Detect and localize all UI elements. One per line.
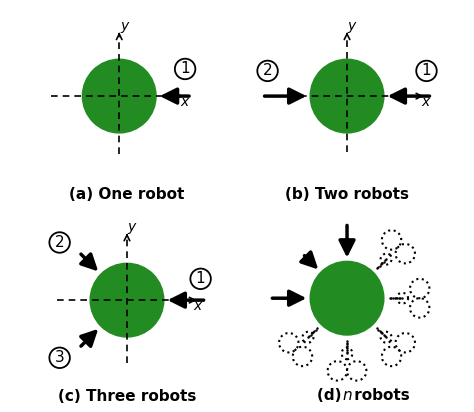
Text: $y$: $y$ (347, 20, 358, 35)
Circle shape (82, 59, 156, 133)
Text: (a) One robot: (a) One robot (69, 187, 185, 202)
Text: 1: 1 (196, 272, 205, 286)
Text: robots: robots (349, 388, 410, 403)
Text: 3: 3 (55, 350, 64, 365)
Text: $y$: $y$ (128, 221, 138, 236)
Text: 2: 2 (263, 63, 273, 78)
Text: $x$: $x$ (180, 95, 191, 109)
Text: 1: 1 (180, 61, 190, 77)
Circle shape (310, 261, 384, 335)
Text: $x$: $x$ (421, 95, 432, 109)
Text: $n$: $n$ (342, 388, 352, 403)
Text: 1: 1 (422, 63, 431, 78)
Circle shape (90, 263, 164, 337)
Text: (b) Two robots: (b) Two robots (285, 187, 409, 202)
Text: 2: 2 (55, 235, 64, 250)
Text: (d): (d) (317, 388, 347, 403)
Text: (c) Three robots: (c) Three robots (58, 389, 196, 404)
Text: $x$: $x$ (193, 299, 204, 313)
Text: $y$: $y$ (119, 20, 130, 35)
Circle shape (310, 59, 384, 133)
